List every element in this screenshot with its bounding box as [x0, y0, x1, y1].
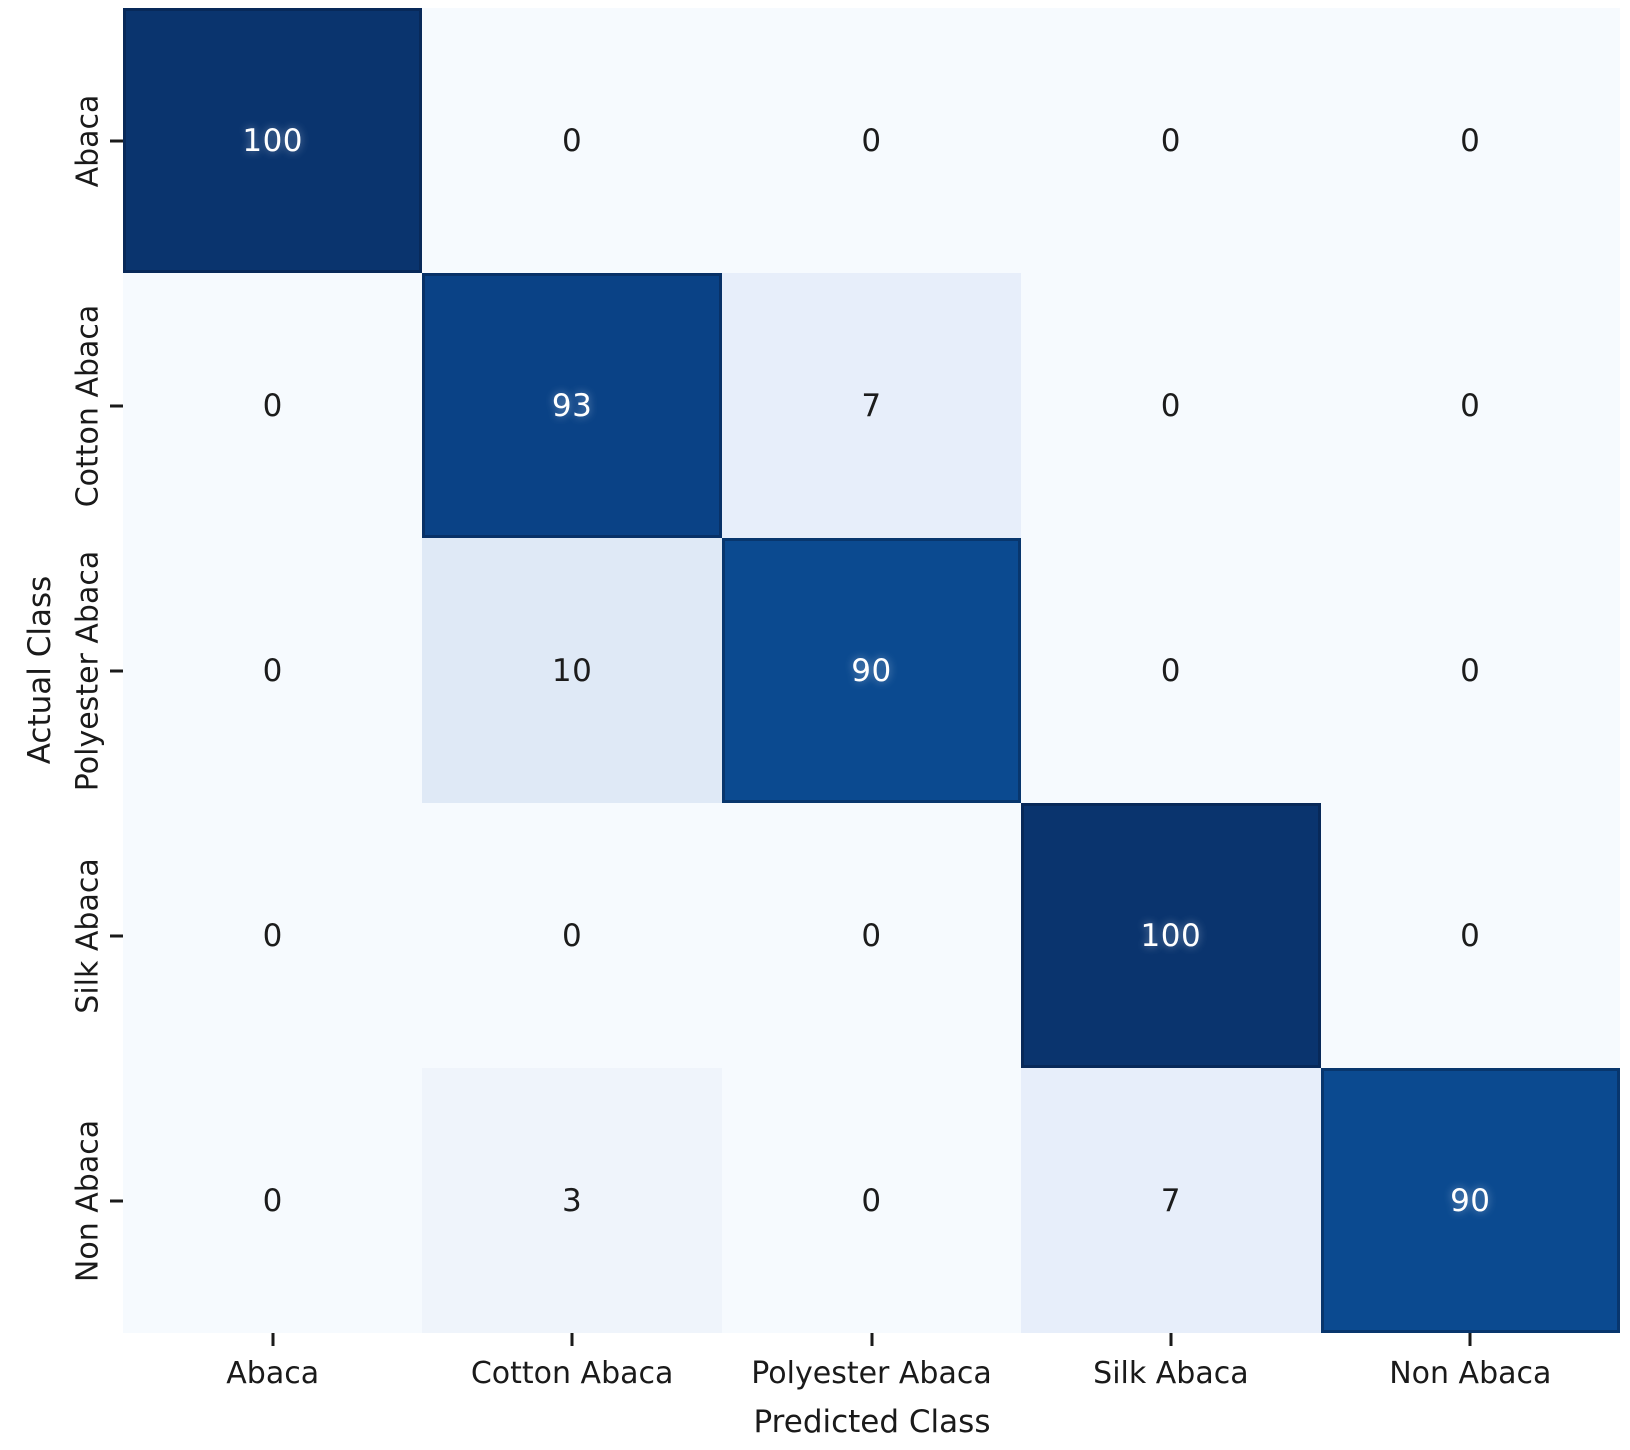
heatmap-cell-r1-c0: 0 [123, 273, 423, 538]
cell-value: 100 [1140, 917, 1202, 954]
heatmap-cell-r4-c2: 0 [721, 1068, 1022, 1333]
cell-value: 100 [242, 122, 304, 159]
heatmap-cell-r1-c3: 0 [1021, 273, 1321, 538]
y-tick-mark [110, 669, 123, 672]
cell-value: 0 [262, 1182, 283, 1219]
heatmap-cell-r2-c4: 0 [1320, 538, 1620, 803]
x-tick-label-0: Abaca [226, 1356, 320, 1391]
cell-value: 90 [851, 652, 892, 689]
heatmap-cell-r3-c2: 0 [721, 803, 1022, 1068]
y-tick-label-0: Abaca [70, 94, 106, 187]
heatmap-cell-r0-c0: 100 [123, 8, 423, 273]
x-tick-mark [271, 1333, 275, 1346]
heatmap-cell-r1-c2: 7 [721, 273, 1022, 538]
cell-value: 0 [1460, 917, 1481, 954]
cell-value: 0 [262, 917, 283, 954]
cell-value: 0 [861, 122, 882, 159]
heatmap-cell-r3-c3: 100 [1021, 803, 1321, 1068]
heatmap-cell-r3-c1: 0 [422, 803, 722, 1068]
cell-value: 0 [861, 917, 882, 954]
y-tick-mark [110, 934, 123, 937]
x-tick-mark [570, 1333, 574, 1346]
heatmap-cell-r4-c1: 3 [422, 1068, 722, 1333]
cell-value: 0 [1160, 387, 1181, 424]
cell-value: 93 [551, 387, 593, 424]
cell-value: 0 [1460, 652, 1481, 689]
x-tick-mark [870, 1333, 873, 1346]
heatmap-cell-r0-c3: 0 [1021, 8, 1321, 273]
y-tick-label-2: Polyester Abaca [70, 550, 106, 791]
x-tick-label-1: Cotton Abaca [470, 1356, 674, 1391]
heatmap-cell-r4-c0: 0 [123, 1068, 423, 1333]
x-tick-label-4: Non Abaca [1389, 1356, 1552, 1391]
y-axis-label: Actual Class [22, 575, 58, 765]
cell-value: 0 [1160, 122, 1181, 159]
heatmap-cell-r2-c0: 0 [123, 538, 423, 803]
cell-value: 0 [262, 387, 283, 424]
x-tick-mark [1169, 1333, 1173, 1346]
cell-value: 0 [861, 1182, 882, 1219]
y-tick-label-1: Cotton Abaca [70, 304, 106, 507]
x-tick-label-2: Polyester Abaca [751, 1356, 992, 1391]
x-tick-label-3: Silk Abaca [1093, 1356, 1249, 1391]
y-tick-mark [110, 404, 123, 407]
heatmap-cell-r0-c1: 0 [422, 8, 722, 273]
cell-value: 7 [1160, 1182, 1181, 1219]
cell-value: 0 [1460, 122, 1481, 159]
cell-value: 0 [561, 122, 583, 159]
heatmap-cell-r3-c0: 0 [123, 803, 423, 1068]
cell-value: 90 [1450, 1182, 1491, 1219]
heatmap-cell-r1-c1: 93 [422, 273, 722, 538]
heatmap-cell-r3-c4: 0 [1320, 803, 1620, 1068]
heatmap-cell-r0-c2: 0 [721, 8, 1022, 273]
y-tick-label-4: Non Abaca [70, 1119, 106, 1282]
y-tick-label-3: Silk Abaca [70, 857, 106, 1014]
cell-value: 0 [1460, 387, 1481, 424]
y-tick-mark [110, 1199, 123, 1202]
cell-value: 3 [561, 1182, 583, 1219]
cell-value: 7 [861, 387, 882, 424]
heatmap-cell-r0-c4: 0 [1320, 8, 1620, 273]
heatmap-cell-r1-c4: 0 [1320, 273, 1620, 538]
heatmap-grid: 100 0 0 0 0 0 93 7 0 0 0 10 90 0 0 0 0 0 100 0 0 3 0 7 90 [123, 8, 1620, 1333]
cell-value: 0 [1160, 652, 1181, 689]
cell-value: 0 [262, 652, 283, 689]
heatmap-cell-r2-c2: 90 [721, 538, 1022, 803]
x-axis-label: Predicted Class [753, 1404, 991, 1440]
heatmap-cell-r4-c3: 7 [1021, 1068, 1321, 1333]
x-tick-mark [1468, 1333, 1472, 1346]
heatmap-cell-r2-c3: 0 [1021, 538, 1321, 803]
cell-value: 10 [551, 652, 593, 689]
heatmap-cell-r4-c4: 90 [1320, 1068, 1620, 1333]
heatmap-cell-r2-c1: 10 [422, 538, 722, 803]
y-tick-mark [110, 139, 123, 142]
cell-value: 0 [561, 917, 583, 954]
